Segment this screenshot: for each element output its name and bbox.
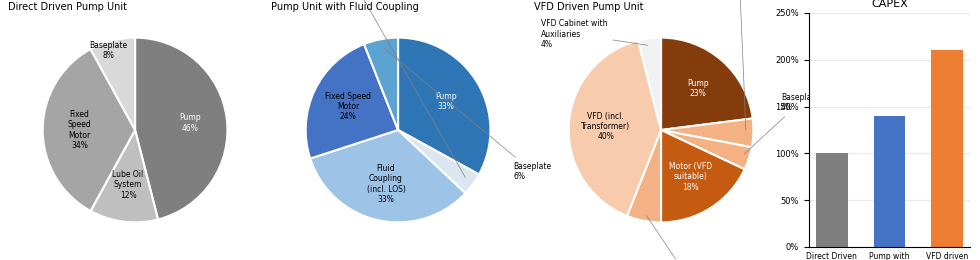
Text: Pump
46%: Pump 46% — [179, 113, 201, 133]
Text: VFD spare parts for
commissioning and 2
years operation
5%: VFD spare parts for commissioning and 2 … — [706, 0, 773, 130]
Wedge shape — [398, 130, 479, 193]
Text: VFD Cabinet with
Auxiliaries
4%: VFD Cabinet with Auxiliaries 4% — [541, 19, 648, 49]
Text: Fixed Speed
Motor
24%: Fixed Speed Motor 24% — [325, 92, 370, 121]
Wedge shape — [398, 38, 490, 174]
Text: Baseplate
6%: Baseplate 6% — [384, 48, 552, 181]
Title: CAPEX: CAPEX — [871, 0, 907, 9]
Text: VFD (incl.
Transformer)
40%: VFD (incl. Transformer) 40% — [581, 112, 630, 141]
Text: Fixed
Speed
Motor
34%: Fixed Speed Motor 34% — [68, 110, 91, 150]
Text: Motor (VFD
suitable)
18%: Motor (VFD suitable) 18% — [669, 162, 712, 192]
Text: Others (Connecting Couplings, Working Oil and Lube
Oil Coolers, Fluid Coupling C: Others (Connecting Couplings, Working Oi… — [269, 0, 466, 178]
Text: Fluid
Coupling
(incl. LOS)
33%: Fluid Coupling (incl. LOS) 33% — [367, 164, 406, 204]
Wedge shape — [90, 38, 135, 130]
Bar — [873, 116, 906, 247]
Wedge shape — [364, 38, 398, 130]
Wedge shape — [311, 130, 466, 222]
Text: VFD Driven Pump Unit: VFD Driven Pump Unit — [534, 2, 644, 12]
Text: Lube Oil
System
6%: Lube Oil System 6% — [647, 216, 705, 260]
Text: Lube Oil
System
12%: Lube Oil System 12% — [113, 170, 144, 200]
Wedge shape — [90, 130, 158, 222]
Bar — [816, 153, 848, 247]
Text: Pump
23%: Pump 23% — [687, 79, 709, 98]
Text: Pump
33%: Pump 33% — [435, 92, 457, 112]
Wedge shape — [43, 49, 135, 211]
Wedge shape — [662, 118, 754, 147]
Wedge shape — [662, 130, 752, 169]
Bar — [931, 50, 963, 247]
Text: Baseplate
8%: Baseplate 8% — [89, 41, 127, 60]
Wedge shape — [135, 38, 227, 219]
Wedge shape — [638, 38, 662, 130]
Wedge shape — [306, 44, 398, 159]
Text: Baseplate
4%: Baseplate 4% — [744, 93, 819, 154]
Wedge shape — [662, 130, 745, 222]
Text: Direct Driven Pump Unit: Direct Driven Pump Unit — [8, 2, 127, 12]
Wedge shape — [568, 41, 662, 216]
Wedge shape — [627, 130, 662, 222]
Wedge shape — [662, 38, 753, 130]
Text: Pump Unit with Fluid Coupling: Pump Unit with Fluid Coupling — [271, 2, 418, 12]
